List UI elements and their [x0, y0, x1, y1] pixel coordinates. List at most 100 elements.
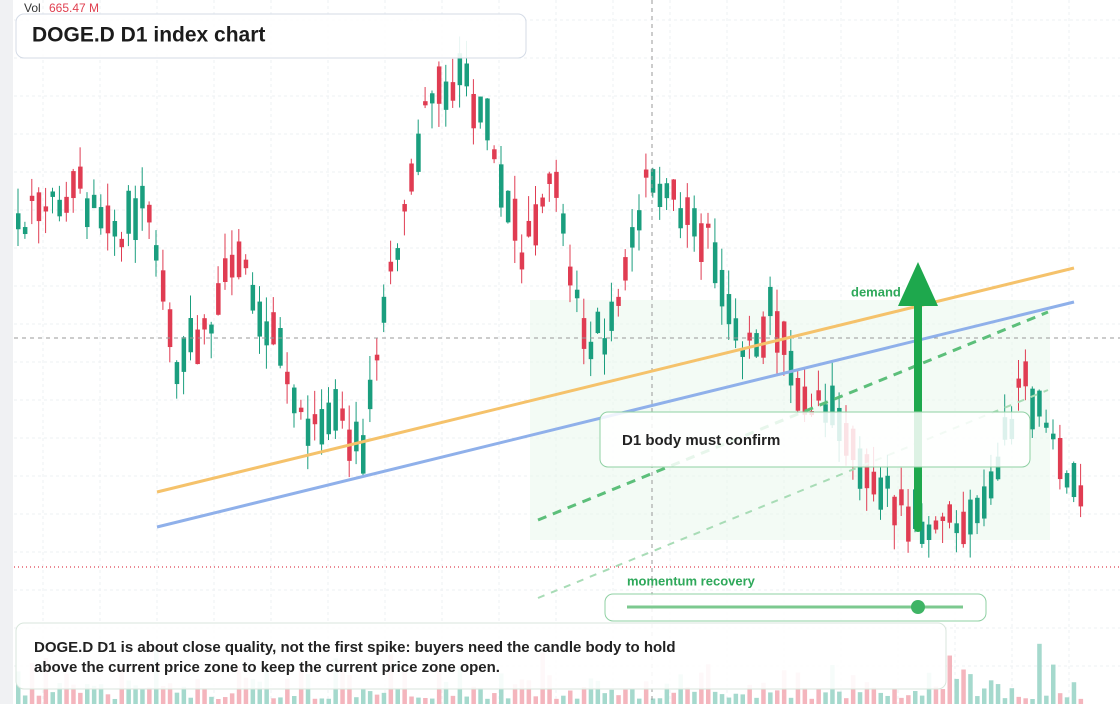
volume-bar [126, 680, 131, 704]
volume-bar [630, 689, 635, 704]
volume-bar [554, 698, 559, 704]
candle-body [926, 524, 932, 540]
candle-body [657, 183, 663, 208]
candle-body [43, 206, 49, 212]
candle-body [312, 414, 318, 425]
candle-body [581, 318, 587, 349]
volume-bar [919, 695, 925, 704]
candle-body [223, 258, 228, 283]
volume-bar [581, 686, 587, 704]
candle-body [609, 301, 614, 331]
volume-bar [761, 682, 766, 704]
candle-body [305, 418, 311, 446]
volume-bar [816, 689, 821, 704]
candle-body [885, 475, 890, 489]
candle-body [492, 149, 497, 160]
candle-body [119, 238, 124, 248]
candle-body [968, 499, 973, 535]
candle-body [271, 312, 276, 345]
candle-body [975, 497, 980, 524]
volume-bar [768, 692, 773, 704]
candle-body [278, 328, 283, 366]
volume-bar [229, 693, 235, 704]
volume-bar [409, 696, 414, 704]
candle-body [354, 421, 359, 452]
candle-body [98, 207, 104, 229]
volume-bar [754, 697, 759, 704]
candle-body [464, 63, 469, 87]
candle-body [988, 471, 994, 499]
candle-body [499, 164, 504, 208]
volume-bar [1044, 695, 1049, 704]
candle-body [423, 101, 428, 106]
volume-bar [16, 671, 21, 704]
candle-body [91, 194, 97, 209]
volume-bar [464, 696, 469, 704]
volume-bar [995, 684, 1001, 704]
candle-body [29, 195, 35, 201]
vol-label: Vol [24, 1, 41, 15]
candle-body [292, 387, 297, 414]
candle-body [761, 316, 766, 358]
candle-body [768, 286, 773, 317]
volume-bar [1057, 693, 1063, 704]
candle-body [16, 213, 21, 230]
candle-body [367, 379, 373, 410]
candle-body [443, 81, 449, 110]
volume-bar [692, 691, 697, 704]
candle-body [36, 192, 42, 222]
volume-bar [740, 694, 745, 704]
volume-bar [609, 689, 614, 704]
volume-bar [292, 696, 297, 704]
volume-bar [940, 689, 946, 704]
volume-bar [160, 686, 166, 704]
candle-body [871, 471, 877, 495]
note-line: DOGE.D D1 is about close quality, not th… [34, 639, 675, 656]
candle-body [50, 191, 55, 197]
candle-body [243, 259, 249, 269]
candle-body [216, 283, 221, 315]
volume-bar [988, 680, 994, 704]
candle-body [250, 284, 256, 311]
candle-body [1023, 361, 1028, 387]
candle-body [616, 296, 621, 306]
volume-bar [430, 698, 435, 704]
candle-body [78, 166, 83, 189]
candle-body [892, 496, 897, 526]
volume-bar [685, 687, 690, 704]
volume-bar [1016, 696, 1021, 704]
slider-knob[interactable] [911, 600, 925, 614]
candle-body [1078, 485, 1084, 507]
note-box [15, 622, 947, 690]
volume-bar [78, 692, 83, 704]
volume-bar [1071, 682, 1077, 704]
volume-bar [312, 698, 318, 704]
candle-body [112, 220, 118, 237]
candle-body [126, 190, 131, 234]
volume-bar [319, 698, 325, 704]
candle-body [457, 53, 463, 86]
volume-bar [623, 689, 628, 704]
volume-bar [223, 697, 228, 704]
volume-bar [588, 678, 594, 704]
volume-bar [933, 686, 939, 704]
volume-bar [367, 691, 373, 704]
volume-bar [871, 687, 877, 704]
volume-bar [533, 696, 538, 704]
candle-body [726, 294, 732, 325]
candle-body [512, 198, 518, 241]
candle-body [706, 223, 711, 228]
candle-body [664, 183, 670, 199]
candle-body [692, 208, 697, 237]
candle-body [982, 486, 987, 519]
volume-bar [361, 688, 366, 704]
volume-bar [775, 690, 780, 704]
candle-body [340, 408, 345, 421]
candle-body [236, 241, 242, 278]
volume-bar [354, 697, 359, 704]
candle-body [788, 350, 794, 386]
vol-value: 665.47 M [49, 1, 99, 15]
candle-body [436, 66, 442, 104]
volume-bar [892, 688, 897, 704]
volume-bar [271, 698, 276, 704]
